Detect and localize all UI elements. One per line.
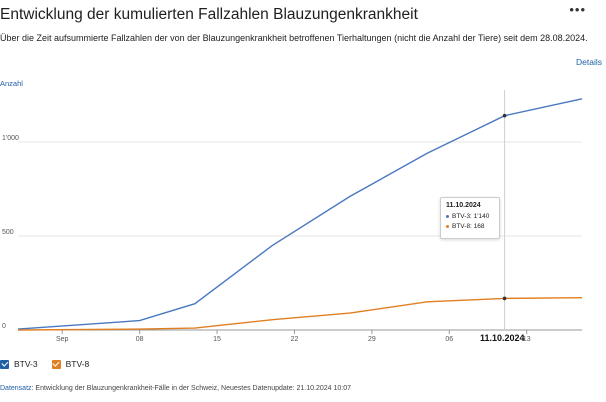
- tooltip-date: 11.10.2024: [446, 202, 481, 209]
- y-tick-label: 0: [2, 323, 6, 330]
- x-tick-label: 06: [445, 336, 453, 343]
- source-label[interactable]: Datensatz: [0, 385, 32, 392]
- chart-subtitle: Über die Zeit aufsummierte Fallzahlen de…: [0, 33, 588, 43]
- tooltip-row-btv3: BTV-3: 1'140: [446, 213, 494, 220]
- y-axis-label: Anzahl: [0, 79, 23, 88]
- more-options-icon[interactable]: •••: [569, 2, 586, 17]
- hover-marker: [502, 113, 507, 118]
- hover-marker: [502, 296, 507, 301]
- legend-item-btv8[interactable]: BTV-8: [51, 359, 90, 369]
- x-tick-label: 13: [523, 336, 531, 343]
- checkbox-btv8-icon[interactable]: [51, 359, 61, 369]
- chart-legend: BTV-3 BTV-8: [0, 359, 89, 369]
- legend-label-btv3: BTV-3: [14, 359, 38, 369]
- x-tick-label: Sep: [56, 336, 69, 343]
- source-text: : Entwicklung der Blauzungenkrankheit-Fä…: [31, 385, 352, 392]
- x-tick-label: 15: [213, 336, 221, 343]
- chart-title: Entwicklung der kumulierten Fallzahlen B…: [0, 6, 418, 23]
- legend-item-btv3[interactable]: BTV-3: [0, 359, 38, 369]
- tooltip-btv3-dot: [446, 215, 449, 218]
- x-tick-label: 29: [368, 336, 376, 343]
- y-tick-label: 500: [2, 229, 14, 236]
- tooltip-btv3-value: BTV-3: 1'140: [452, 213, 490, 220]
- data-source: Datensatz: Entwicklung der Blauzungenkra…: [0, 385, 351, 392]
- series-line-btv8: [17, 297, 583, 331]
- chart-tooltip: 11.10.2024 BTV-3: 1'140 BTV-8: 168: [440, 197, 500, 239]
- x-tick-label: 22: [291, 336, 299, 343]
- details-link[interactable]: Details: [576, 57, 602, 67]
- tooltip-btv8-dot: [446, 225, 449, 228]
- y-tick-label: 1'000: [2, 135, 19, 142]
- tooltip-row-btv8: BTV-8: 168: [446, 223, 494, 230]
- crosshair-date-label: 11.10.2024: [480, 333, 525, 343]
- series-line-btv3: [17, 98, 583, 330]
- x-tick-label: 08: [136, 336, 144, 343]
- legend-label-btv8: BTV-8: [65, 359, 90, 369]
- tooltip-btv8-value: BTV-8: 168: [452, 223, 485, 230]
- checkbox-btv3-icon[interactable]: [0, 359, 9, 369]
